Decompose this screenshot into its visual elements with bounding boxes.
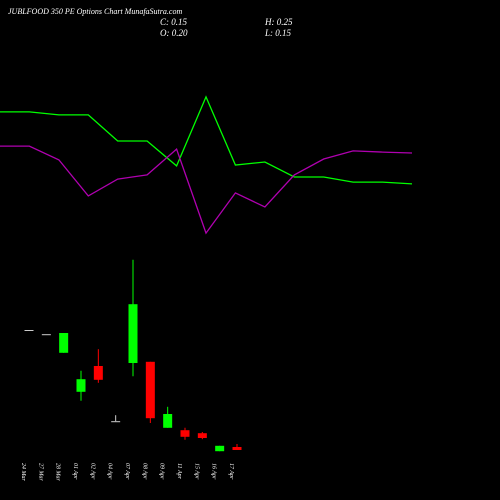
overlay-line [0, 145, 413, 235]
x-tick-label: 08 Apr [141, 463, 147, 480]
x-tick-label: 17 Apr [228, 463, 234, 480]
stat: C: 0.15 [160, 17, 188, 27]
candle-body [59, 333, 69, 353]
stat: L: 0.15 [264, 28, 292, 38]
x-tick-label: 16 Apr [211, 463, 217, 480]
candle-body [180, 430, 190, 437]
stat: H: 0.25 [264, 17, 293, 27]
x-tick-label: 01 Apr [72, 463, 78, 480]
x-tick-label: 15 Apr [193, 463, 199, 480]
candle-body [232, 447, 242, 450]
x-tick-label: 09 Apr [159, 463, 165, 480]
candle-body [145, 361, 155, 419]
x-tick-label: 11 Apr [176, 463, 182, 480]
x-tick-label: 27 Mar [37, 463, 43, 481]
candle-body [215, 445, 225, 452]
x-tick-label: 07 Apr [124, 463, 130, 480]
candle-body [76, 379, 86, 392]
chart-title: JUBLFOOD 350 PE Options Chart MunafaSutr… [8, 7, 182, 16]
candle-body [24, 330, 34, 331]
x-tick-label: 24 Mar [20, 463, 27, 481]
candle-body [197, 433, 207, 438]
candle-body [41, 334, 51, 336]
candle-body [163, 414, 173, 428]
candle-body [111, 421, 121, 423]
candle-body [93, 366, 103, 380]
x-tick-label: 04 Apr [107, 463, 114, 480]
x-tick-label: 28 Mar [55, 463, 61, 481]
candle-body [128, 304, 138, 363]
overlay-line [0, 95, 413, 185]
stat: O: 0.20 [160, 28, 188, 38]
x-tick-label: 02 Apr [89, 463, 95, 480]
